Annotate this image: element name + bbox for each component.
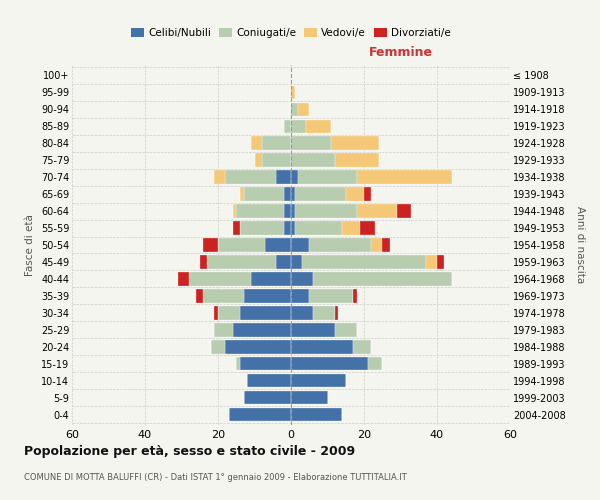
Bar	[284, 204, 291, 218]
Bar	[335, 324, 356, 336]
Bar	[240, 357, 291, 370]
Bar	[251, 272, 291, 285]
Bar	[244, 391, 291, 404]
Bar	[291, 136, 331, 149]
Bar	[284, 120, 291, 133]
Bar	[291, 102, 298, 116]
Bar	[291, 290, 309, 302]
Bar	[214, 306, 218, 320]
Bar	[178, 272, 189, 285]
Bar	[295, 204, 356, 218]
Bar	[313, 272, 452, 285]
Bar	[196, 290, 203, 302]
Bar	[240, 222, 284, 234]
Bar	[291, 324, 335, 336]
Bar	[233, 204, 236, 218]
Bar	[240, 188, 244, 200]
Text: Femmine: Femmine	[368, 46, 433, 59]
Bar	[426, 256, 437, 268]
Bar	[240, 306, 291, 320]
Bar	[368, 357, 382, 370]
Bar	[284, 188, 291, 200]
Bar	[291, 170, 298, 183]
Bar	[437, 256, 444, 268]
Bar	[305, 120, 331, 133]
Bar	[291, 256, 302, 268]
Bar	[277, 170, 291, 183]
Bar	[291, 357, 368, 370]
Bar	[291, 120, 305, 133]
Bar	[291, 272, 313, 285]
Bar	[291, 340, 353, 353]
Bar	[225, 170, 277, 183]
Bar	[211, 340, 226, 353]
Bar	[254, 154, 262, 166]
Bar	[361, 222, 375, 234]
Bar	[291, 188, 295, 200]
Bar	[356, 204, 397, 218]
Bar	[229, 408, 291, 422]
Bar	[207, 256, 277, 268]
Bar	[309, 290, 353, 302]
Bar	[233, 324, 291, 336]
Bar	[277, 256, 291, 268]
Bar	[203, 238, 218, 252]
Bar	[291, 374, 346, 388]
Bar	[265, 238, 291, 252]
Bar	[251, 136, 262, 149]
Bar	[262, 154, 291, 166]
Bar	[233, 222, 240, 234]
Bar	[291, 408, 342, 422]
Bar	[247, 374, 291, 388]
Y-axis label: Anni di nascita: Anni di nascita	[575, 206, 585, 284]
Bar	[298, 170, 357, 183]
Bar	[203, 290, 244, 302]
Bar	[244, 290, 291, 302]
Bar	[291, 86, 295, 99]
Bar	[236, 204, 284, 218]
Bar	[226, 340, 291, 353]
Bar	[291, 306, 313, 320]
Bar	[291, 391, 328, 404]
Bar	[236, 357, 240, 370]
Bar	[284, 222, 291, 234]
Bar	[291, 238, 309, 252]
Bar	[346, 188, 364, 200]
Bar	[313, 306, 335, 320]
Bar	[371, 238, 382, 252]
Bar	[356, 170, 452, 183]
Bar	[302, 256, 426, 268]
Y-axis label: Fasce di età: Fasce di età	[25, 214, 35, 276]
Bar	[291, 204, 295, 218]
Bar	[342, 222, 361, 234]
Bar	[382, 238, 389, 252]
Bar	[335, 154, 379, 166]
Text: COMUNE DI MOTTA BALUFFI (CR) - Dati ISTAT 1° gennaio 2009 - Elaborazione TUTTITA: COMUNE DI MOTTA BALUFFI (CR) - Dati ISTA…	[24, 473, 407, 482]
Bar	[397, 204, 412, 218]
Bar	[295, 222, 342, 234]
Text: Popolazione per età, sesso e stato civile - 2009: Popolazione per età, sesso e stato civil…	[24, 445, 355, 458]
Bar	[262, 136, 291, 149]
Bar	[335, 306, 338, 320]
Bar	[298, 102, 309, 116]
Bar	[200, 256, 207, 268]
Bar	[353, 290, 356, 302]
Bar	[353, 340, 371, 353]
Bar	[295, 188, 346, 200]
Bar	[218, 306, 240, 320]
Legend: Celibi/Nubili, Coniugati/e, Vedovi/e, Divorziati/e: Celibi/Nubili, Coniugati/e, Vedovi/e, Di…	[127, 24, 455, 42]
Bar	[291, 222, 295, 234]
Bar	[331, 136, 379, 149]
Bar	[214, 170, 226, 183]
Bar	[189, 272, 251, 285]
Bar	[244, 188, 284, 200]
Bar	[291, 154, 335, 166]
Bar	[309, 238, 371, 252]
Bar	[214, 324, 233, 336]
Bar	[364, 188, 371, 200]
Bar	[218, 238, 265, 252]
